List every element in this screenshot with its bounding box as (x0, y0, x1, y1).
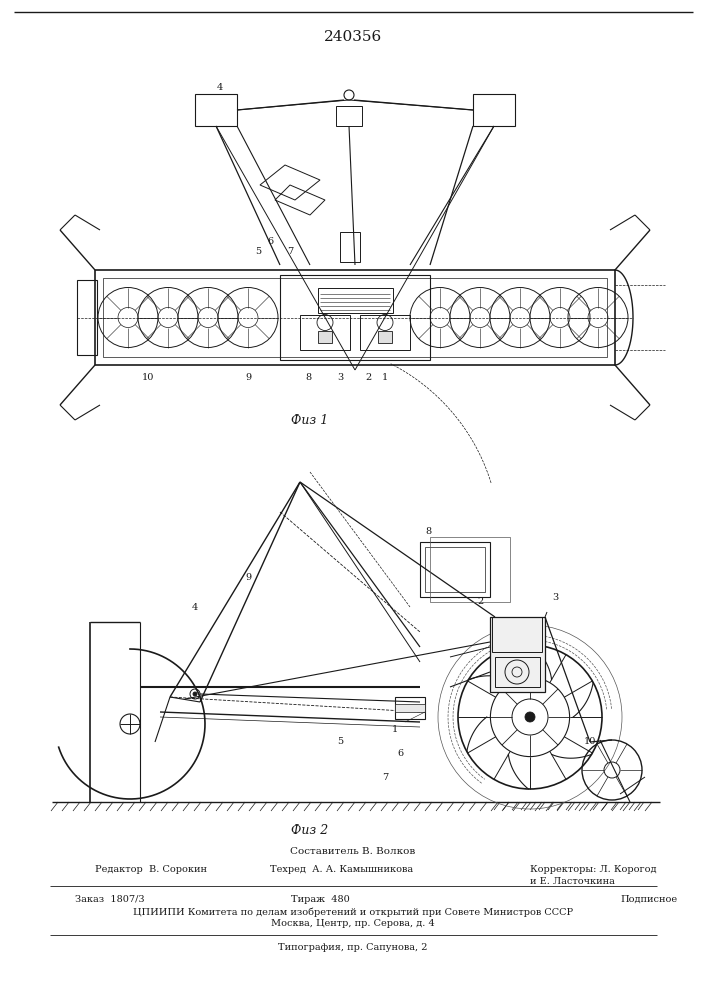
Text: 1: 1 (392, 726, 398, 734)
Bar (300, 315, 350, 350)
Bar (430, 537, 510, 602)
Text: 7: 7 (287, 247, 293, 256)
Bar (420, 542, 490, 597)
Text: 6: 6 (267, 237, 273, 246)
Text: Составитель В. Волков: Составитель В. Волков (291, 848, 416, 856)
Bar (340, 232, 360, 262)
Text: 3: 3 (337, 372, 343, 381)
Bar (395, 697, 425, 719)
Text: Редактор  В. Сорокин: Редактор В. Сорокин (95, 864, 207, 874)
Text: 6: 6 (397, 750, 403, 758)
Bar (495, 657, 540, 687)
Text: 8: 8 (425, 528, 431, 536)
Text: 5: 5 (337, 738, 343, 746)
Bar (425, 547, 485, 592)
Text: Подписное: Подписное (620, 894, 677, 904)
Bar (336, 106, 362, 126)
Text: 9: 9 (245, 572, 251, 582)
Text: 7: 7 (382, 772, 388, 782)
Text: 3: 3 (552, 592, 558, 601)
Bar (280, 275, 430, 360)
Text: Физ 1: Физ 1 (291, 414, 329, 426)
Text: и Е. Ласточкина: и Е. Ласточкина (530, 878, 615, 886)
Bar (473, 94, 515, 126)
Text: ЦПИИПИ Комитета по делам изобретений и открытий при Совете Министров СССР: ЦПИИПИ Комитета по делам изобретений и о… (133, 907, 573, 917)
Text: 8: 8 (305, 372, 311, 381)
Text: 4: 4 (217, 84, 223, 93)
Text: 4: 4 (192, 602, 198, 611)
Bar (490, 617, 545, 692)
Text: Корректоры: Л. Корогод: Корректоры: Л. Корогод (530, 864, 657, 874)
Text: Техред  А. А. Камышникова: Техред А. А. Камышникова (270, 864, 413, 874)
Text: Тираж  480: Тираж 480 (291, 894, 349, 904)
Text: 10: 10 (142, 372, 154, 381)
Bar (103, 278, 607, 357)
Text: Заказ  1807/3: Заказ 1807/3 (75, 894, 145, 904)
Text: 2: 2 (365, 372, 371, 381)
Circle shape (193, 692, 197, 696)
Text: Москва, Центр, пр. Серова, д. 4: Москва, Центр, пр. Серова, д. 4 (271, 920, 435, 928)
Bar (318, 331, 332, 343)
Bar (318, 288, 393, 313)
Circle shape (525, 712, 535, 722)
Text: 5: 5 (255, 247, 261, 256)
Bar (195, 94, 237, 126)
Text: 2: 2 (477, 597, 483, 606)
Bar (360, 315, 410, 350)
Bar (395, 704, 425, 712)
Bar (492, 617, 542, 652)
Bar (95, 270, 615, 365)
Text: Физ 2: Физ 2 (291, 824, 329, 836)
Bar (378, 331, 392, 343)
Bar (77, 280, 97, 355)
Text: 9: 9 (245, 372, 251, 381)
Text: 10: 10 (584, 738, 596, 746)
Text: Типография, пр. Сапунова, 2: Типография, пр. Сапунова, 2 (279, 942, 428, 952)
Text: 1: 1 (382, 372, 388, 381)
Text: 240356: 240356 (324, 30, 382, 44)
